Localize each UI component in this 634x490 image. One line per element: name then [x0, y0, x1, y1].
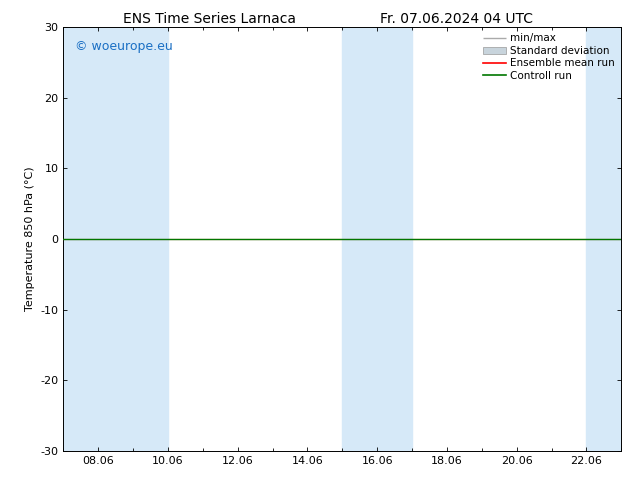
- Bar: [63, 27, 168, 451]
- Text: ENS Time Series Larnaca: ENS Time Series Larnaca: [123, 12, 295, 26]
- Legend: min/max, Standard deviation, Ensemble mean run, Controll run: min/max, Standard deviation, Ensemble me…: [480, 30, 618, 84]
- Y-axis label: Temperature 850 hPa (°C): Temperature 850 hPa (°C): [25, 167, 35, 311]
- Bar: [342, 27, 412, 451]
- Text: © woeurope.eu: © woeurope.eu: [75, 40, 172, 52]
- Bar: [586, 27, 621, 451]
- Text: Fr. 07.06.2024 04 UTC: Fr. 07.06.2024 04 UTC: [380, 12, 533, 26]
